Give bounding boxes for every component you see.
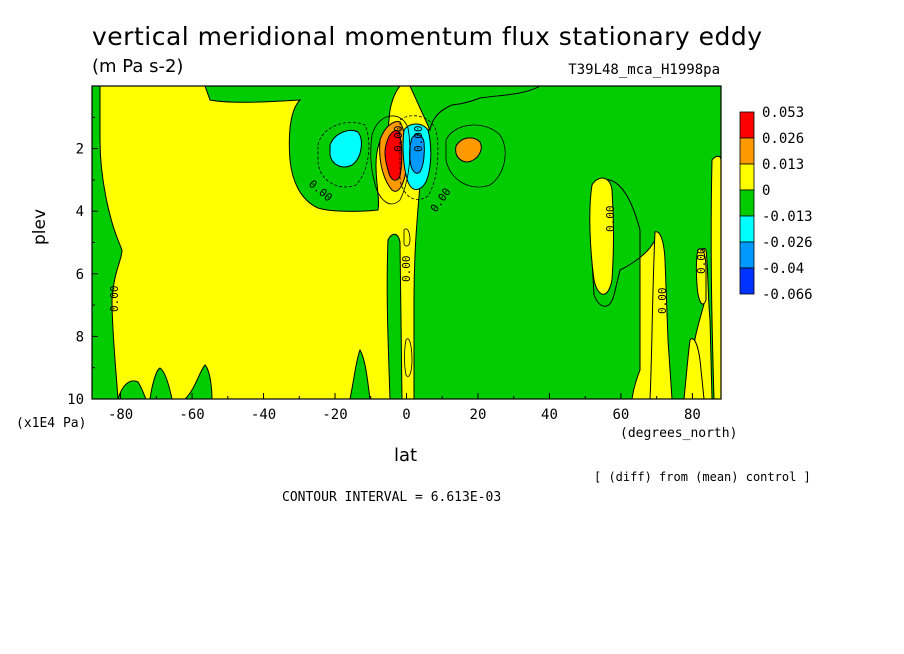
x-tick-label: 0 — [402, 407, 410, 423]
patch-positive-85N — [683, 338, 705, 399]
colorbar-swatch — [739, 241, 755, 269]
region-negative-southwest — [92, 86, 123, 399]
colorbar-swatch — [739, 163, 755, 191]
x-tick-label: -80 — [108, 407, 133, 423]
colorbar-label: 0 — [762, 183, 770, 199]
y-tick-label: 4 — [76, 204, 84, 220]
x-axis-units: (degrees_north) — [620, 426, 738, 441]
diff-note: [ (diff) from (mean) control ] — [594, 470, 811, 484]
y-tick-label: 6 — [76, 267, 84, 283]
x-tick-label: 80 — [684, 407, 701, 423]
patch-negative-south-2 — [149, 367, 173, 399]
y-tick-label: 2 — [76, 142, 84, 158]
contour-label: 0.00 — [695, 248, 708, 275]
region-negative-east — [413, 86, 721, 399]
x-tick-label: -40 — [251, 407, 276, 423]
contour-label: 0.00 — [400, 256, 413, 283]
contour-negative-north — [399, 115, 439, 200]
lobe-positive-north — [455, 137, 482, 163]
core-positive-red — [384, 130, 403, 181]
contour-positive-south — [370, 115, 411, 205]
x-tick-label: 60 — [613, 407, 630, 423]
column-negative-equator — [386, 233, 403, 399]
colorbar-swatch — [739, 267, 755, 295]
run-label: T39L48_mca_H1998pa — [568, 62, 720, 78]
x-tick-label: -60 — [179, 407, 204, 423]
x-tick-label: 20 — [470, 407, 487, 423]
contour-label: 0.00 — [392, 126, 405, 153]
patch-negative-south-4 — [349, 348, 371, 399]
patch-positive-55N — [589, 177, 614, 295]
patch-positive-80N — [695, 248, 707, 305]
colorbar-label: 0.053 — [762, 105, 804, 121]
contour-negative-south — [317, 121, 370, 188]
colorbar-label: 0.013 — [762, 157, 804, 173]
contour-label: 0.00 — [656, 288, 669, 315]
contour-near-equator — [403, 228, 411, 247]
colorbar-label: 0.026 — [762, 131, 804, 147]
contour-equator — [404, 338, 413, 377]
x-tick-label: 40 — [541, 407, 558, 423]
units-label: (m Pa s-2) — [92, 56, 184, 77]
x-tick-label: -20 — [322, 407, 347, 423]
patch-negative-south-1 — [117, 380, 147, 399]
contour-positive-north — [445, 124, 506, 188]
y-tick-label: 10 — [67, 392, 84, 408]
y-tick-label: 8 — [76, 329, 84, 345]
colorbar-swatch — [739, 215, 755, 243]
lobe-negative-south — [329, 130, 362, 168]
y-axis-label: plev — [30, 208, 50, 245]
region-negative-upper-right — [409, 86, 541, 132]
colorbar-label: -0.013 — [762, 209, 813, 225]
contour-interval-label: CONTOUR INTERVAL = 6.613E-03 — [282, 490, 502, 505]
y-axis-units: (x1E4 Pa) — [16, 416, 87, 431]
patch-positive-right-edge — [710, 155, 721, 399]
contour-label: 0.00 — [604, 206, 617, 233]
colorbar-swatch — [739, 189, 755, 217]
colorbar-label: -0.026 — [762, 235, 813, 251]
contour-label: 0.00 — [108, 286, 121, 313]
colorbar-label: -0.04 — [762, 261, 804, 277]
colorbar-swatch — [739, 111, 755, 139]
colorbar-swatch — [739, 137, 755, 165]
patch-negative-south-3 — [184, 364, 213, 399]
chart-title: vertical meridional momentum flux statio… — [92, 22, 763, 51]
x-axis-label: lat — [394, 445, 418, 466]
contour-label: 0.00 — [412, 126, 425, 153]
colorbar-label: -0.066 — [762, 287, 813, 303]
